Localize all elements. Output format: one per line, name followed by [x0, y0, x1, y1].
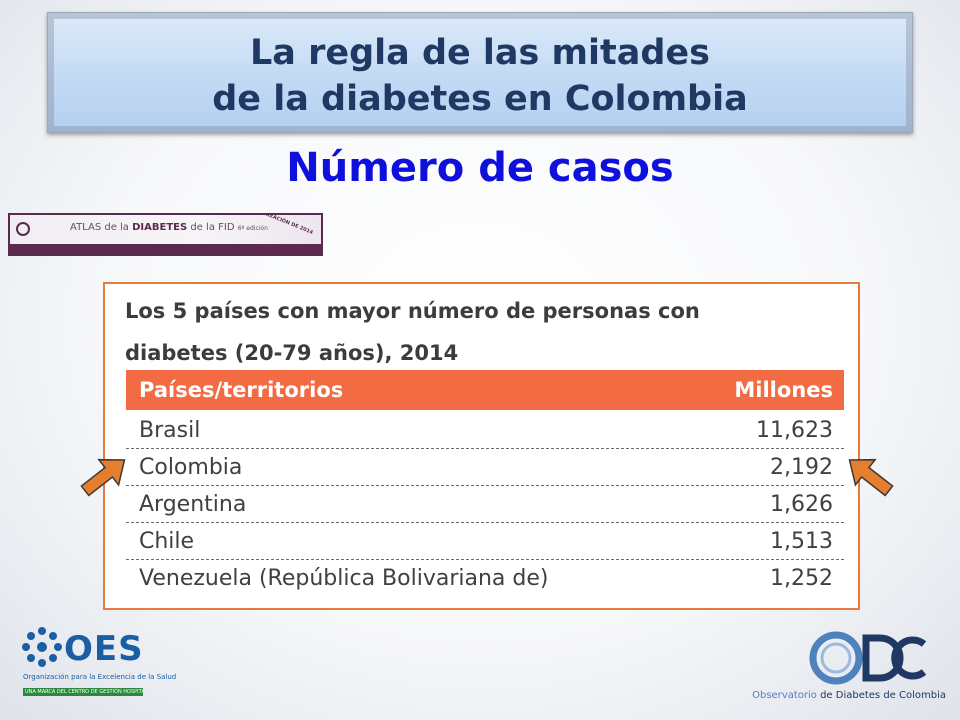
table-header: Países/territorios Millones: [126, 370, 844, 410]
odc-logo-icon: [808, 630, 928, 688]
table-row: Chile 1,513: [126, 523, 844, 560]
oes-tagline: Organización para la Excelencia de la Sa…: [23, 673, 177, 681]
title-banner: La regla de las mitades de la diabetes e…: [47, 12, 913, 133]
arrow-pointing-icon: [76, 448, 132, 504]
table-row: Venezuela (República Bolivariana de) 1,2…: [126, 560, 844, 597]
row-value: 11,623: [756, 417, 833, 443]
diabetes-table: Los 5 países con mayor número de persona…: [103, 282, 860, 610]
row-value: 1,252: [770, 566, 833, 591]
row-country: Argentina: [139, 491, 247, 517]
subtitle: Número de casos: [286, 145, 674, 191]
row-country: Chile: [139, 528, 195, 554]
row-country: Brasil: [139, 417, 201, 443]
row-value: 1,513: [770, 528, 833, 554]
table-row: Argentina 1,626: [126, 486, 844, 523]
odc-caption: Observatorio de Diabetes de Colombia: [752, 690, 946, 701]
atlas-banner-strip: [10, 244, 321, 254]
oes-bar: UNA MARCA DEL CENTRO DE GESTIÓN HOSPITAL…: [23, 688, 143, 696]
header-value: Millones: [734, 378, 833, 402]
idf-logo-icon: [16, 222, 30, 236]
atlas-banner-text: ATLAS de la DIABETES de la FID 6ª edició…: [70, 222, 268, 233]
title-line-1: La regla de las mitades: [249, 33, 710, 73]
oes-logo-icon: [20, 625, 145, 700]
table-caption: Los 5 países con mayor número de persona…: [125, 299, 700, 365]
title-line-2: de la diabetes en Colombia: [212, 79, 748, 119]
arrow-pointing-icon: [842, 448, 898, 504]
row-country: Venezuela (República Bolivariana de): [139, 566, 549, 591]
row-country: Colombia: [139, 454, 243, 480]
table-row-highlighted: Colombia 2,192: [126, 449, 844, 486]
atlas-banner: ATLAS de la DIABETES de la FID 6ª edició…: [8, 213, 323, 256]
row-value: 2,192: [770, 454, 833, 480]
header-country: Países/territorios: [139, 378, 344, 402]
row-value: 1,626: [770, 491, 833, 517]
table-row: Brasil 11,623: [126, 412, 844, 449]
oes-name: OES: [64, 629, 144, 669]
